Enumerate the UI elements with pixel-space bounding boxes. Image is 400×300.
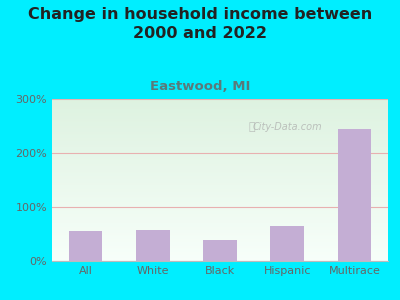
Bar bbox=[338, 129, 371, 261]
Text: Change in household income between
2000 and 2022: Change in household income between 2000 … bbox=[28, 8, 372, 41]
Text: Eastwood, MI: Eastwood, MI bbox=[150, 80, 250, 92]
Bar bbox=[203, 241, 237, 261]
Bar bbox=[69, 231, 102, 261]
Text: ⦾: ⦾ bbox=[249, 122, 255, 131]
Bar bbox=[270, 226, 304, 261]
Bar bbox=[136, 230, 170, 261]
Text: City-Data.com: City-Data.com bbox=[252, 122, 322, 131]
